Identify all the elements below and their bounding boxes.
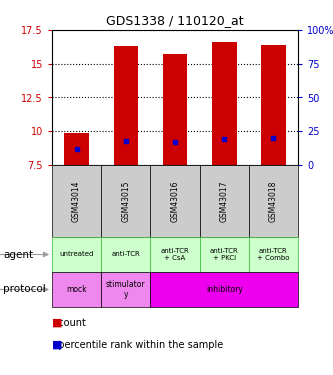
Bar <box>199 237 249 272</box>
Bar <box>114 46 138 165</box>
Bar <box>163 54 187 165</box>
Bar <box>249 165 298 237</box>
Text: stimulator
y: stimulator y <box>106 280 146 299</box>
Bar <box>151 272 298 307</box>
Bar <box>101 237 151 272</box>
Title: GDS1338 / 110120_at: GDS1338 / 110120_at <box>106 15 244 27</box>
Bar <box>52 272 101 307</box>
Text: anti-TCR
+ PKCi: anti-TCR + PKCi <box>210 248 238 261</box>
Text: ■: ■ <box>52 318 63 328</box>
Text: protocol: protocol <box>3 285 46 294</box>
Text: GSM43018: GSM43018 <box>269 180 278 222</box>
Bar <box>212 42 236 165</box>
Text: GSM43014: GSM43014 <box>72 180 81 222</box>
Text: mock: mock <box>66 285 87 294</box>
Bar <box>52 165 101 237</box>
Bar <box>261 45 286 165</box>
Bar <box>64 133 89 165</box>
Bar <box>199 165 249 237</box>
Text: anti-TCR: anti-TCR <box>112 252 140 258</box>
Text: anti-TCR
+ Combo: anti-TCR + Combo <box>257 248 290 261</box>
Bar <box>151 237 199 272</box>
Text: GSM43015: GSM43015 <box>121 180 130 222</box>
Bar <box>101 165 151 237</box>
Bar <box>249 237 298 272</box>
Text: percentile rank within the sample: percentile rank within the sample <box>52 340 223 350</box>
Text: inhibitory: inhibitory <box>206 285 243 294</box>
Text: GSM43016: GSM43016 <box>170 180 179 222</box>
Bar <box>52 237 101 272</box>
Text: agent: agent <box>3 249 33 259</box>
Bar <box>151 165 199 237</box>
Text: untreated: untreated <box>59 252 94 258</box>
Text: count: count <box>52 318 86 328</box>
Text: GSM43017: GSM43017 <box>220 180 229 222</box>
Text: ■: ■ <box>52 340 63 350</box>
Text: anti-TCR
+ CsA: anti-TCR + CsA <box>161 248 189 261</box>
Bar <box>101 272 151 307</box>
